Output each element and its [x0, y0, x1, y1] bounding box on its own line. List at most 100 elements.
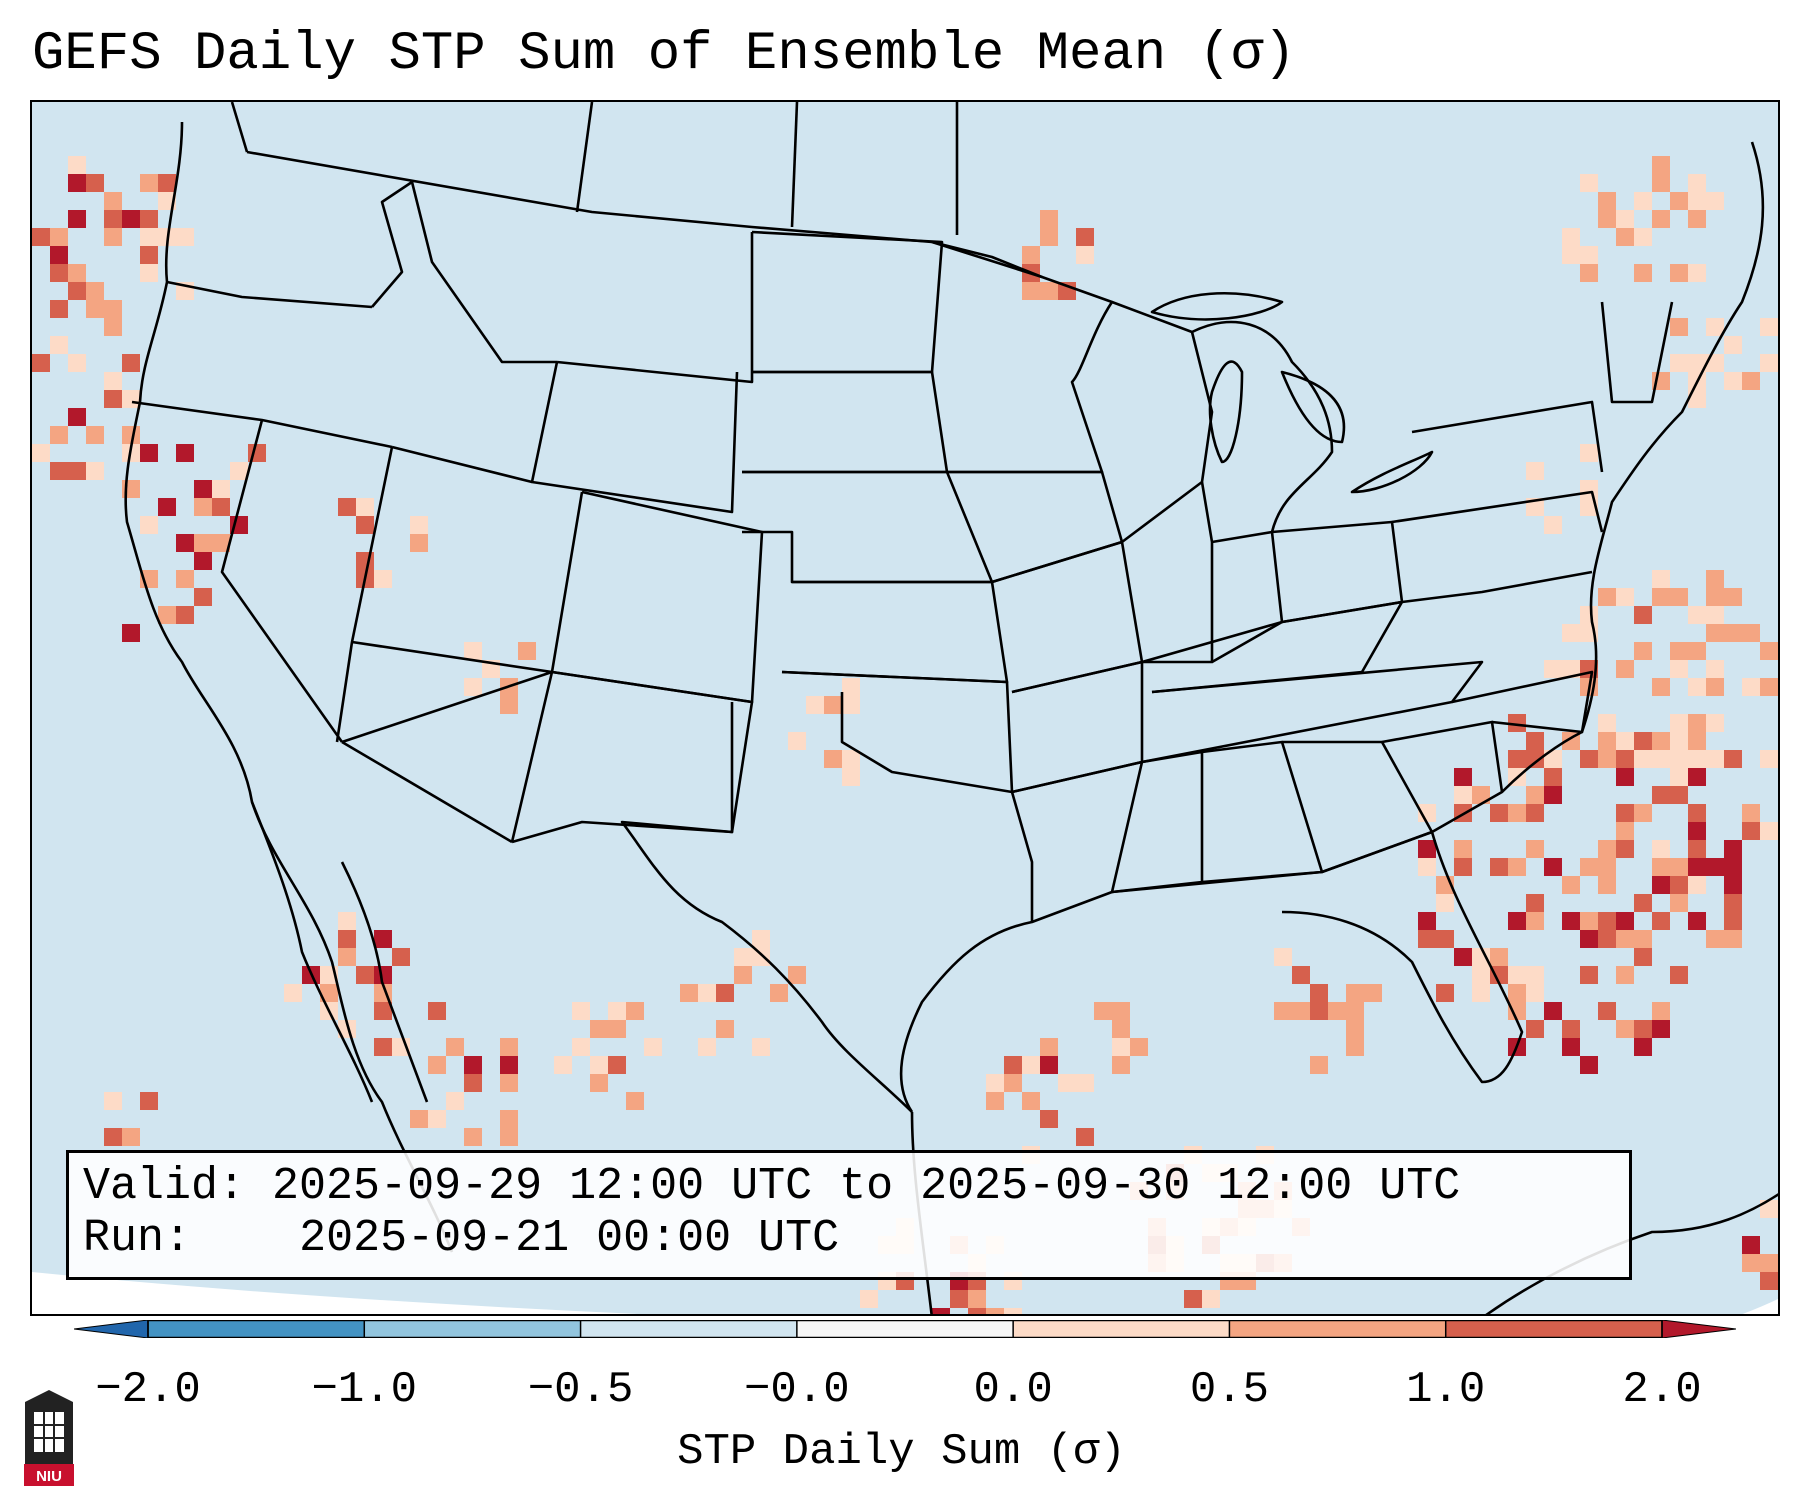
stp-anomaly-cell [1508, 912, 1526, 930]
stp-anomaly-cell [1778, 768, 1780, 786]
mt-wy-border [556, 232, 754, 384]
stp-anomaly-cell [1490, 858, 1508, 876]
stp-anomaly-cell [1670, 354, 1688, 372]
stp-anomaly-cell [608, 1002, 626, 1020]
stp-anomaly-cell [1544, 786, 1562, 804]
stp-anomaly-cell [1580, 750, 1598, 768]
stp-anomaly-cell [1670, 732, 1688, 750]
stp-anomaly-cell [500, 1110, 518, 1128]
stp-anomaly-cell [1670, 786, 1688, 804]
stp-anomaly-cell [374, 966, 392, 984]
stp-anomaly-cell [986, 1308, 1004, 1314]
stp-anomaly-cell [68, 354, 86, 372]
colorbar-bin [796, 1320, 1014, 1338]
colorbar-tick-label: −1.0 [311, 1365, 418, 1415]
stp-anomaly-cell [950, 1290, 968, 1308]
stp-anomaly-cell [1634, 1038, 1652, 1056]
stp-anomaly-cell [1742, 822, 1760, 840]
valid-label: Valid: [83, 1161, 246, 1212]
stp-anomaly-cell [1076, 1074, 1094, 1092]
new-york-border [1411, 400, 1604, 473]
wa-or-border [166, 280, 373, 309]
stp-anomaly-cell [1598, 930, 1616, 948]
stp-anomaly-cell [590, 1074, 608, 1092]
stp-anomaly-cell [1544, 858, 1562, 876]
stp-anomaly-cell [140, 444, 158, 462]
stp-anomaly-cell [1040, 1110, 1058, 1128]
stp-anomaly-cell [1634, 732, 1652, 750]
stp-anomaly-cell [1652, 570, 1670, 588]
stp-anomaly-cell [1184, 1290, 1202, 1308]
stp-anomaly-cell [1634, 264, 1652, 282]
stp-anomaly-cell [1418, 840, 1436, 858]
stp-anomaly-cell [1040, 282, 1058, 300]
stp-anomaly-cell [608, 1056, 626, 1074]
stp-anomaly-cell [1652, 858, 1670, 876]
stp-anomaly-cell [122, 354, 140, 372]
stp-anomaly-cell [1706, 588, 1724, 606]
stp-anomaly-cell [1544, 516, 1562, 534]
cuba-coast [1485, 1193, 1778, 1314]
stp-anomaly-cell [356, 552, 374, 570]
stp-anomaly-cell [1454, 840, 1472, 858]
stp-anomaly-cell [194, 480, 212, 498]
map-panel [30, 100, 1780, 1316]
stp-anomaly-cell [1616, 840, 1634, 858]
stp-anomaly-cell [1670, 894, 1688, 912]
stp-anomaly-cell [1670, 768, 1688, 786]
stp-anomaly-cell [1526, 894, 1544, 912]
stp-anomaly-cell [86, 282, 104, 300]
stp-anomaly-cell [1436, 930, 1454, 948]
stp-anomaly-cell [1706, 714, 1724, 732]
stp-anomaly-cell [1652, 210, 1670, 228]
stp-anomaly-cell [734, 966, 752, 984]
colorbar-extend-low [73, 1319, 149, 1339]
province-border [575, 102, 594, 213]
stp-anomaly-cell [1706, 354, 1724, 372]
south-carolina-border [1381, 720, 1504, 834]
stp-anomaly-cell [1616, 768, 1634, 786]
stp-anomaly-cell [1508, 750, 1526, 768]
stp-anomaly-cell [1760, 750, 1778, 768]
stp-anomaly-cell [464, 1128, 482, 1146]
stp-anomaly-cell [1688, 210, 1706, 228]
stp-anomaly-cell [140, 1092, 158, 1110]
stp-anomaly-cell [50, 462, 68, 480]
stp-anomaly-cell [1706, 570, 1724, 588]
stp-anomaly-cell [1040, 1056, 1058, 1074]
stp-anomaly-cell [1346, 1002, 1364, 1020]
stp-anomaly-cell [1310, 1002, 1328, 1020]
stp-anomaly-cell [122, 1128, 140, 1146]
stp-anomaly-cell [1688, 714, 1706, 732]
stp-anomaly-cell [1760, 1254, 1778, 1272]
stp-anomaly-cell [626, 1092, 644, 1110]
stp-anomaly-cell [1526, 786, 1544, 804]
stp-anomaly-cell [68, 264, 86, 282]
tennessee-border [1141, 660, 1484, 764]
stp-anomaly-cell [428, 1002, 446, 1020]
stp-anomaly-cell [338, 1020, 356, 1038]
stp-anomaly-cell [1688, 876, 1706, 894]
stp-anomaly-cell [1472, 948, 1490, 966]
stp-anomaly-cell [356, 498, 374, 516]
stp-anomaly-cell [104, 390, 122, 408]
stp-anomaly-cell [1634, 948, 1652, 966]
stp-anomaly-cell [1508, 714, 1526, 732]
stp-anomaly-cell [1616, 930, 1634, 948]
stp-anomaly-cell [1454, 948, 1472, 966]
stp-anomaly-cell [104, 210, 122, 228]
stp-anomaly-cell [122, 390, 140, 408]
stp-anomaly-cell [410, 516, 428, 534]
stp-anomaly-cell [104, 228, 122, 246]
stp-anomaly-cell [1544, 768, 1562, 786]
stp-anomaly-cell [1598, 1002, 1616, 1020]
stp-anomaly-cell [1076, 228, 1094, 246]
colorbar-svg [73, 1319, 1737, 1339]
stp-anomaly-cell [1130, 1038, 1148, 1056]
stp-anomaly-cell [176, 570, 194, 588]
stp-anomaly-cell [680, 984, 698, 1002]
stp-anomaly-cell [86, 174, 104, 192]
stp-anomaly-cell [842, 750, 860, 768]
stp-anomaly-cell [122, 624, 140, 642]
stp-anomaly-cell [1634, 192, 1652, 210]
